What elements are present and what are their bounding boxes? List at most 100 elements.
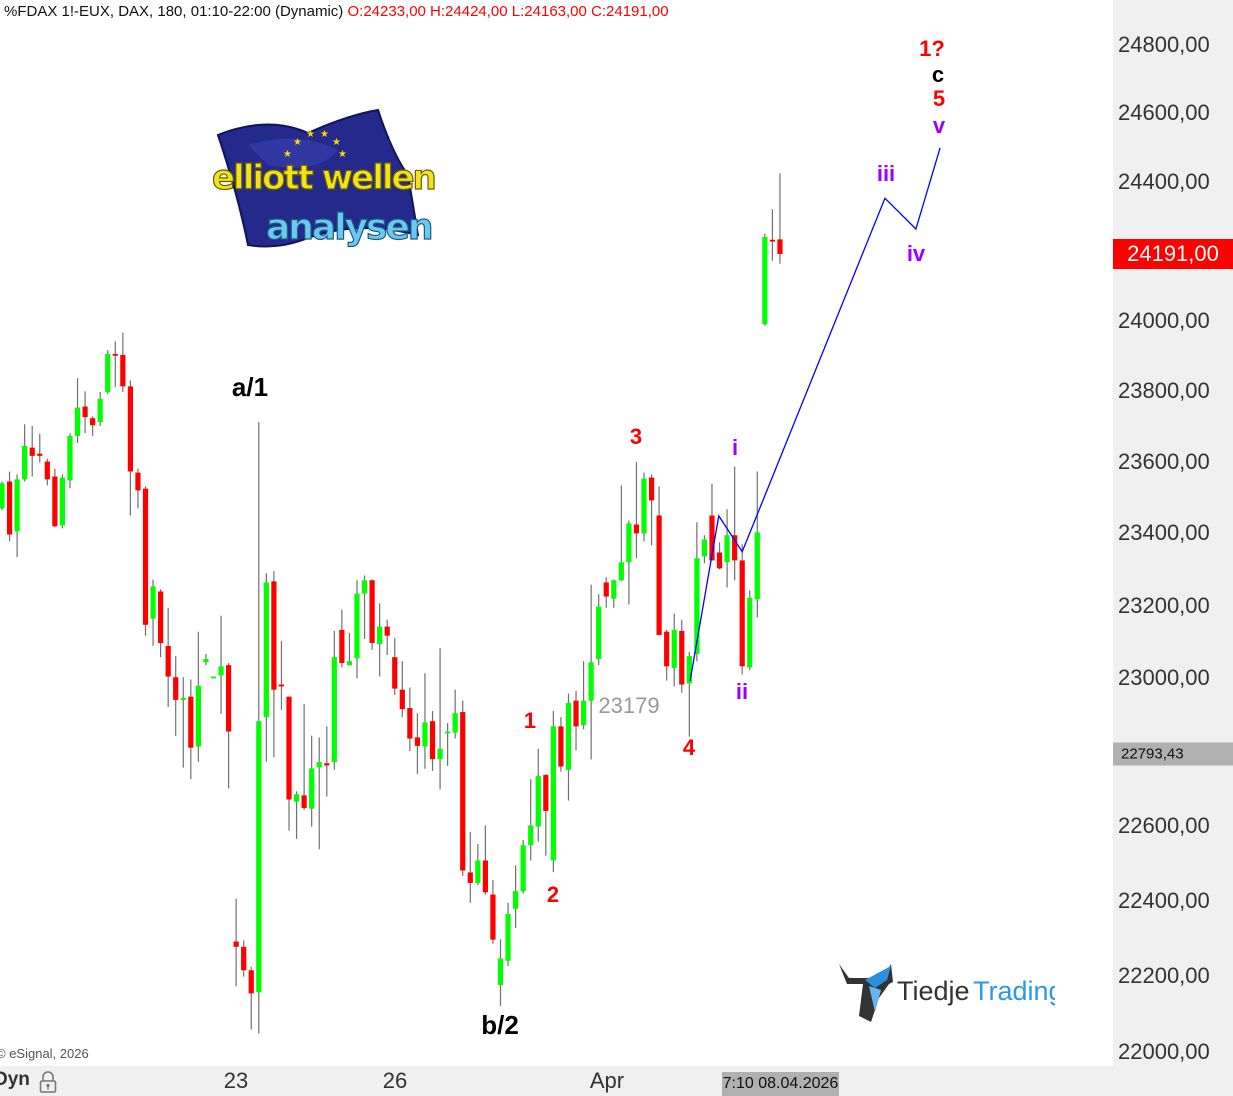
svg-text:★: ★ <box>320 129 329 140</box>
candle-up <box>256 721 262 993</box>
price-axis[interactable]: 24800,00 24600,00 24400,00 24000,00 23800,00… <box>1113 0 1233 1096</box>
candle-up <box>505 914 511 961</box>
candle-down <box>271 581 277 690</box>
elliott-wellen-logo: ★ ★ ★ ★ ★ ★ elliott wellen analysen <box>208 105 470 270</box>
candle-up <box>626 523 632 563</box>
candle-up <box>180 697 186 700</box>
candle-down <box>324 763 330 766</box>
tiedje-trading-logo: Tiedje Trading <box>835 958 1064 1033</box>
candle-up <box>210 676 217 679</box>
price-tick-label: 24800,00 <box>1118 32 1210 57</box>
price-tick-label: 24600,00 <box>1118 100 1210 126</box>
candle-up <box>513 891 519 909</box>
svg-text:★: ★ <box>332 137 341 148</box>
candle-down <box>233 941 239 947</box>
svg-text:★: ★ <box>293 137 302 148</box>
wave-label: iv <box>906 241 926 266</box>
candle-down <box>399 689 405 710</box>
price-tick-label: 24000,00 <box>1118 307 1210 333</box>
wave-label: a/1 <box>231 372 269 402</box>
price-tick-label: 22200,00 <box>1118 962 1210 988</box>
candle-down <box>37 453 43 456</box>
wave-label: c <box>931 62 945 87</box>
logo-line2: analysen <box>266 207 432 248</box>
wave-label: 2 <box>546 882 560 907</box>
candle-up <box>588 662 594 701</box>
candle-down <box>112 353 118 356</box>
price-tick-label: 23600,00 <box>1118 448 1210 474</box>
wave-label: 1? <box>919 36 945 61</box>
candle-down <box>732 535 738 561</box>
wave-label: iii <box>876 161 896 186</box>
logo-line1: elliott wellen <box>212 158 435 198</box>
last-price-marker: 24191,00 <box>1113 238 1233 269</box>
price-tick-label: 22400,00 <box>1118 887 1210 913</box>
candle-up <box>74 407 81 436</box>
candle-up <box>14 479 20 532</box>
candle-up <box>67 435 73 481</box>
candle-up <box>422 722 428 747</box>
candles-group <box>0 173 783 1034</box>
candle-down <box>482 860 488 893</box>
candle-up <box>263 582 269 718</box>
candle-up <box>346 661 353 666</box>
candle-up <box>195 685 201 747</box>
candle-up <box>762 236 768 325</box>
candle-up <box>747 597 753 668</box>
candle-down <box>414 737 421 746</box>
candle-down <box>165 645 171 677</box>
candle-up <box>618 562 624 581</box>
candle-down <box>679 630 685 685</box>
time-axis[interactable]: Dyn 23 26 Apr 7:10 08.04.2026 <box>0 1066 1113 1096</box>
candle-down <box>633 524 640 534</box>
chart-header: * %FDAX 1!-EUX, DAX, 180, 01:10-22:00 (D… <box>0 3 669 21</box>
candle-down <box>44 461 50 480</box>
candle-down <box>407 708 413 739</box>
time-tick-label: 26 <box>382 1068 408 1093</box>
candle-down <box>739 560 745 667</box>
candlestick-chart[interactable] <box>0 0 1113 1066</box>
candle-down <box>286 696 292 800</box>
candle-down <box>429 721 436 760</box>
wave-projection-line <box>689 147 941 682</box>
candle-up <box>377 626 383 645</box>
wave-label: 4 <box>682 735 696 760</box>
svg-text:★: ★ <box>306 129 315 140</box>
candle-down <box>82 406 88 418</box>
price-tick-label: 23200,00 <box>1118 592 1210 618</box>
candle-up <box>520 845 526 892</box>
candle-up <box>0 483 5 509</box>
candle-down <box>656 515 662 635</box>
candle-down <box>460 712 466 871</box>
wave-label: 23179 <box>598 693 660 718</box>
price-tick-label: 22000,00 <box>1118 1039 1210 1064</box>
candle-down <box>716 552 723 569</box>
candle-up <box>671 629 677 669</box>
wave-label: i <box>731 435 739 460</box>
dynamic-mode-label[interactable]: Dyn <box>0 1069 30 1090</box>
wave-label: b/2 <box>481 1010 519 1040</box>
candle-up <box>694 558 700 654</box>
candle-up <box>150 586 156 619</box>
tiedje-text: Tiedje <box>897 976 970 1006</box>
candle-down <box>648 477 655 501</box>
candle-up <box>316 762 322 768</box>
padlock-icon[interactable] <box>38 1070 58 1094</box>
candle-up <box>754 532 760 600</box>
candle-down <box>158 591 164 643</box>
candle-up <box>437 748 443 760</box>
candle-up <box>686 656 692 684</box>
candle-down <box>664 631 670 667</box>
candle-down <box>6 481 13 535</box>
chart-area[interactable]: * %FDAX 1!-EUX, DAX, 180, 01:10-22:00 (D… <box>0 0 1113 1066</box>
price-tick-label: 23800,00 <box>1118 377 1210 403</box>
candle-down <box>188 696 194 748</box>
copyright: © eSignal, 2026 <box>0 1046 89 1061</box>
candle-down <box>90 418 96 426</box>
candle-down <box>173 677 179 700</box>
candle-up <box>445 731 451 734</box>
candle-down <box>339 629 345 664</box>
symbol-info: * %FDAX 1!-EUX, DAX, 180, 01:10-22:00 (D… <box>0 3 344 20</box>
wave-label: ii <box>735 679 749 704</box>
candle-up <box>497 958 504 986</box>
